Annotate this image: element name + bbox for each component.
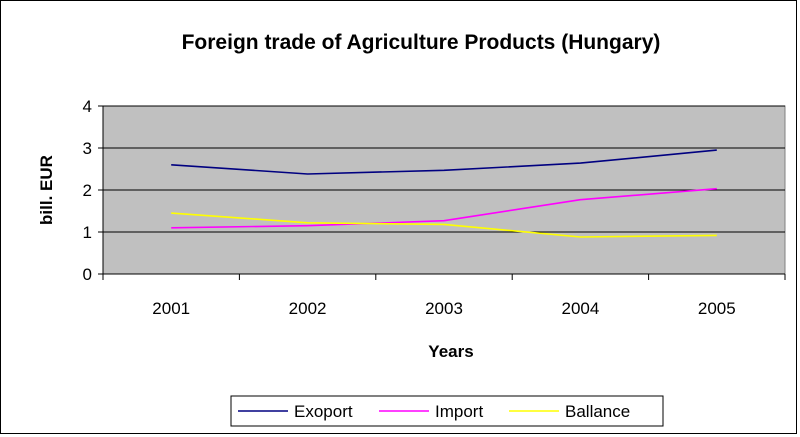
y-tick-label: 0 [83,265,92,284]
x-tick-label: 2001 [152,299,190,318]
y-tick-label: 4 [83,97,92,116]
x-tick-label: 2003 [425,299,463,318]
legend: Exoport Import Ballance [230,395,664,427]
plot-area [102,105,786,275]
x-tick-label: 2005 [698,299,736,318]
series-line-ballance [171,212,717,238]
chart-title: Foreign trade of Agriculture Products (H… [182,31,661,54]
x-tick-label: 2002 [289,299,327,318]
legend-box [230,395,664,427]
y-axis-label: bill. EUR [37,155,56,225]
series-line-import [171,187,717,229]
legend-label-import: Import [435,402,483,421]
y-tick-label: 3 [83,139,92,158]
series-lines [171,149,717,238]
x-axis: 2001 2002 2003 2004 2005 [102,273,786,318]
y-axis: 0 1 2 3 4 [83,97,104,284]
y-tick-label: 2 [83,181,92,200]
legend-label-exoport: Exoport [294,402,353,421]
x-axis-label: Years [428,342,473,361]
y-tick-label: 1 [83,223,92,242]
legend-label-ballance: Ballance [565,402,630,421]
series-line-exoport [171,149,717,175]
x-tick-label: 2004 [561,299,599,318]
gridlines [103,105,785,233]
legend-items: Exoport Import Ballance [238,402,630,421]
